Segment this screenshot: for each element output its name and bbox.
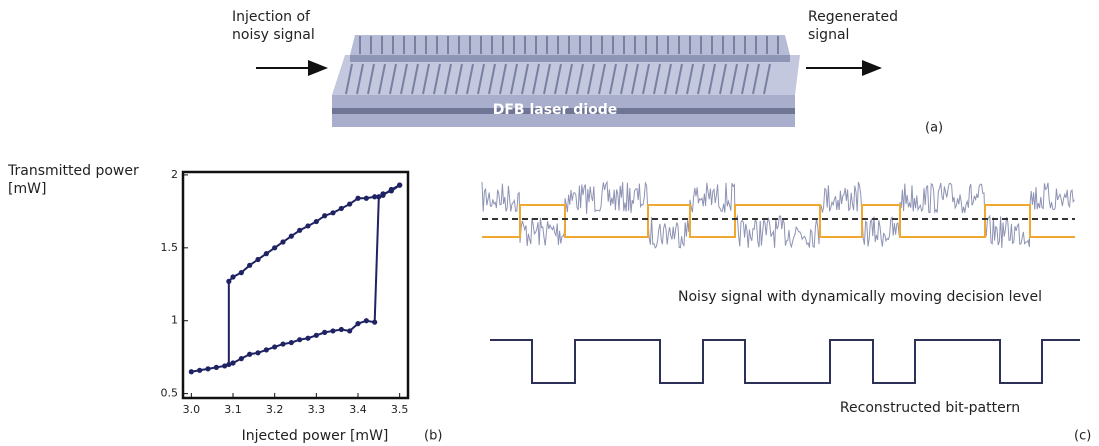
series-line: [191, 185, 399, 372]
y-tick-label: 1.5: [161, 241, 179, 254]
caption: Reconstructed bit-pattern: [840, 400, 1020, 416]
data-point: [364, 196, 369, 201]
data-point: [226, 279, 231, 284]
x-tick-label: 3.1: [224, 403, 242, 416]
data-point: [355, 196, 360, 201]
data-point: [239, 356, 244, 361]
data-point: [239, 270, 244, 275]
x-tick-label: 3.0: [183, 403, 201, 416]
data-point: [330, 328, 335, 333]
panel-label: (b): [424, 429, 442, 444]
data-point: [305, 223, 310, 228]
canvas: DFB laser diode (a) Injected power [mW] …: [0, 0, 1099, 446]
data-point: [314, 333, 319, 338]
data-point: [205, 366, 210, 371]
data-point: [255, 257, 260, 262]
plot-frame: [183, 172, 408, 398]
output-label: Regenerated signal: [808, 8, 908, 44]
x-tick-label: 3.4: [349, 403, 367, 416]
data-point: [347, 201, 352, 206]
data-point: [280, 239, 285, 244]
data-point: [297, 228, 302, 233]
input-label: Injection of noisy signal: [232, 8, 342, 44]
data-point: [347, 328, 352, 333]
data-point: [289, 234, 294, 239]
data-point: [264, 347, 269, 352]
x-axis-label: Injected power [mW]: [242, 428, 389, 444]
data-point: [330, 210, 335, 215]
device-label: DFB laser diode: [493, 102, 618, 118]
data-point: [189, 369, 194, 374]
x-tick-label: 3.5: [391, 403, 409, 416]
data-point: [289, 340, 294, 345]
y-tick-label: 1: [171, 314, 178, 327]
data-point: [372, 320, 377, 325]
plot: 3.0 3.1 3.2 3.3 3.4 3.5 0.5 1 1.5 2: [161, 168, 409, 416]
data-point: [272, 344, 277, 349]
data-point: [372, 194, 377, 199]
data-point: [397, 183, 402, 188]
panel-label: (a): [925, 121, 943, 136]
data-point: [322, 330, 327, 335]
data-point: [230, 274, 235, 279]
panel-label: (c): [1074, 429, 1091, 444]
data-point: [339, 206, 344, 211]
data-point: [364, 318, 369, 323]
data-point: [389, 187, 394, 192]
data-point: [264, 251, 269, 256]
x-tick-label: 3.2: [266, 403, 284, 416]
caption: Noisy signal with dynamically moving dec…: [678, 289, 1042, 305]
y-axis-label: Transmitted power [mW]: [8, 162, 158, 198]
figure: DFB laser diode (a) Injected power [mW] …: [0, 0, 1099, 446]
data-point: [355, 321, 360, 326]
reconstructed-signal: [490, 340, 1080, 383]
data-point: [297, 337, 302, 342]
data-point: [280, 341, 285, 346]
series-line: [229, 185, 400, 364]
y-tick-label: 0.5: [161, 387, 179, 400]
data-point: [197, 368, 202, 373]
data-point: [247, 352, 252, 357]
data-point: [305, 336, 310, 341]
data-point: [255, 350, 260, 355]
data-point: [380, 193, 385, 198]
signals: [482, 182, 1080, 383]
data-point: [322, 213, 327, 218]
y-tick-label: 2: [171, 168, 178, 181]
data-point: [339, 327, 344, 332]
data-point: [314, 219, 319, 224]
data-point: [247, 263, 252, 268]
data-point: [214, 365, 219, 370]
data-point: [272, 245, 277, 250]
x-tick-label: 3.3: [308, 403, 326, 416]
data-point: [226, 362, 231, 367]
